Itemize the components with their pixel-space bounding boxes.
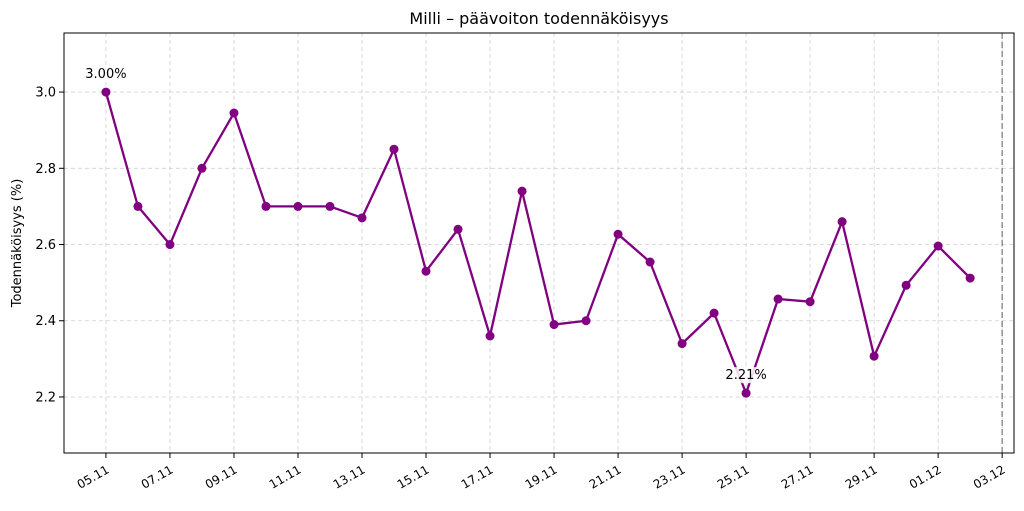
data-point	[165, 240, 175, 250]
data-point	[261, 201, 271, 211]
data-point	[837, 217, 847, 227]
x-tick-label: 21.11	[587, 462, 624, 491]
y-tick-label: 2.6	[35, 238, 56, 253]
x-tick-label: 01.12	[907, 462, 944, 491]
data-point	[133, 201, 143, 211]
chart-title: Milli – päävoiton todennäköisyys	[409, 9, 668, 28]
data-point	[197, 163, 207, 173]
x-tick-label: 27.11	[779, 462, 816, 491]
data-point	[421, 266, 431, 276]
series-line	[104, 91, 971, 395]
data-point	[965, 273, 975, 283]
y-tick-label: 2.2	[35, 390, 56, 405]
x-tick-label: 15.11	[395, 462, 432, 491]
data-point	[677, 339, 687, 349]
data-point	[389, 144, 399, 154]
data-point	[453, 224, 463, 234]
data-point	[517, 186, 527, 196]
data-point	[933, 241, 943, 251]
data-point	[709, 308, 719, 318]
annotation-label: 2.21%	[725, 368, 766, 383]
plot-frame	[63, 32, 1015, 454]
x-tick-label: 03.12	[971, 462, 1008, 491]
data-point	[485, 331, 495, 341]
data-point	[869, 351, 879, 361]
x-tick-label: 29.11	[843, 462, 880, 491]
data-point	[229, 108, 239, 118]
data-point	[357, 213, 367, 223]
data-point	[645, 257, 655, 267]
x-tick-label: 25.11	[715, 462, 752, 491]
x-tick-label: 13.11	[331, 462, 368, 491]
y-tick-label: 2.8	[35, 162, 56, 177]
x-tick-label: 19.11	[523, 462, 560, 491]
data-point	[805, 297, 815, 307]
x-tick-label: 11.11	[267, 462, 304, 491]
y-tick-label: 2.4	[35, 314, 56, 329]
annotation-background	[721, 367, 772, 384]
annotation-label: 3.00%	[85, 67, 126, 82]
y-tick-label: 3.0	[35, 86, 56, 101]
data-point	[549, 320, 559, 330]
data-point	[901, 280, 911, 290]
data-point	[741, 388, 751, 398]
y-axis-label: Todennäköisyys (%)	[10, 179, 25, 309]
x-tick-label: 05.11	[75, 462, 112, 491]
data-point	[581, 316, 591, 326]
data-point	[101, 87, 111, 97]
data-point	[773, 294, 783, 304]
x-tick-label: 07.11	[139, 462, 176, 491]
x-tick-label: 09.11	[203, 462, 240, 491]
data-point	[613, 229, 623, 239]
x-tick-label: 23.11	[651, 462, 688, 491]
x-tick-label: 17.11	[459, 462, 496, 491]
annotation-background	[80, 66, 131, 83]
data-point	[325, 201, 335, 211]
data-point	[293, 201, 303, 211]
